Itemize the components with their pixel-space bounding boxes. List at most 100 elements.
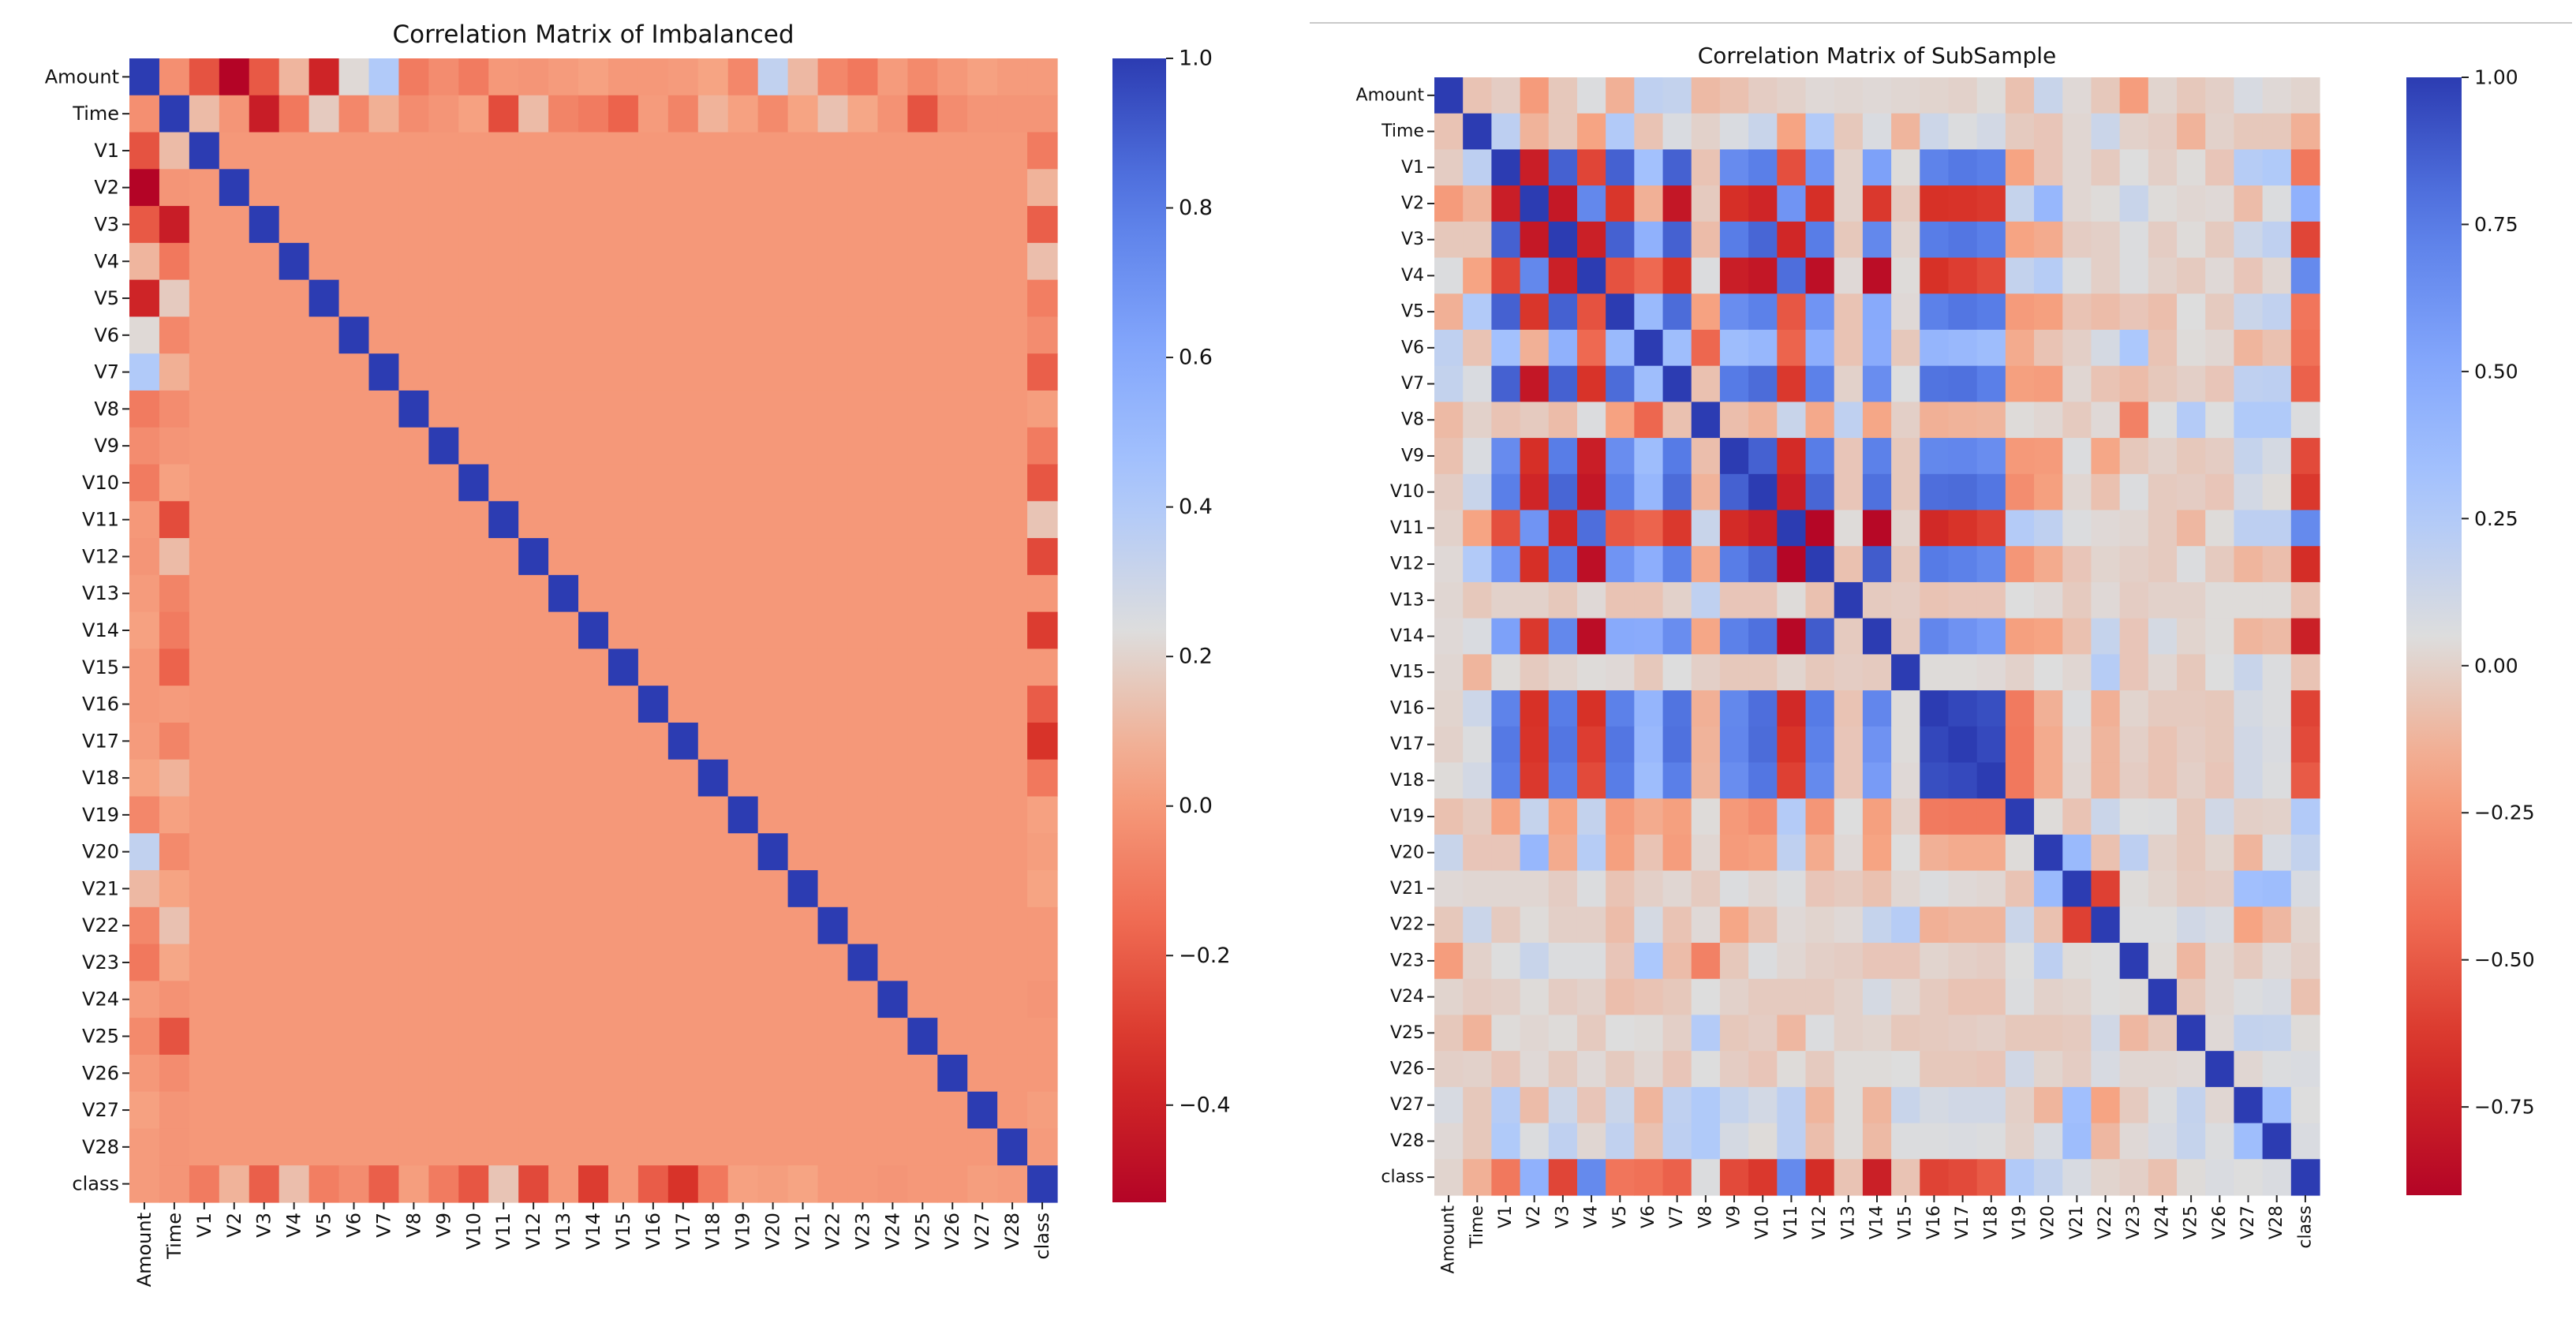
heatmap-cell [189,611,220,649]
heatmap-cell [967,1165,998,1203]
heatmap-cell [667,1128,699,1166]
x-tick-label: V11 [492,1213,514,1250]
heatmap-cell [249,279,280,318]
heatmap-cell [2119,618,2149,655]
heatmap-cell [2234,798,2264,835]
heatmap-cell [1463,257,1492,294]
heatmap-cell [1520,546,1550,583]
heatmap-cell [2091,402,2121,439]
heatmap-cell [1891,1051,1920,1088]
heatmap-cell [1548,870,1578,907]
x-tick-label: V18 [1981,1205,2001,1239]
heatmap-cell [2177,1123,2206,1160]
heatmap-cell [2062,1051,2092,1088]
heatmap-cell [578,316,609,354]
heatmap-cell [1548,762,1578,799]
heatmap-cell [1691,834,1721,872]
heatmap-cell [189,316,220,354]
heatmap-cell [967,58,998,96]
heatmap-cell [2034,798,2063,835]
heatmap-cell [1719,1086,1749,1124]
heatmap-cell [1976,329,2006,367]
heatmap-cell [608,58,639,96]
heatmap-cell [787,132,819,170]
heatmap-cell [1834,473,1864,511]
heatmap-cell [1634,618,1664,655]
heatmap-cell [129,316,160,354]
heatmap-cell [817,1054,849,1093]
heatmap-cell [877,132,908,170]
heatmap-cell [727,206,759,244]
heatmap-cell [2234,654,2264,691]
heatmap-cell [189,906,220,945]
heatmap-cell [1691,293,1721,331]
heatmap-cell [1834,221,1864,259]
heatmap-cell [219,464,250,502]
heatmap-cell [1834,978,1864,1016]
colorbar-tick-label: 1.0 [1179,47,1213,71]
heatmap-cell [817,169,849,207]
heatmap-cell [1434,978,1464,1016]
heatmap-cell [1719,510,1749,547]
heatmap-cell [967,169,998,207]
heatmap-cell [1434,473,1464,511]
heatmap-cell [907,1165,938,1203]
heatmap-cell [1634,654,1664,691]
heatmap-cell [458,796,489,834]
heatmap-cell [2290,1051,2320,1088]
heatmap-cell [877,906,908,945]
heatmap-cell [1948,1159,1978,1196]
heatmap-cell [159,538,190,576]
heatmap-cell [548,169,579,207]
heatmap-cell [967,427,998,465]
heatmap-cell [757,353,789,391]
y-tick-label: class [1381,1168,1424,1187]
heatmap-cell [817,1128,849,1166]
heatmap-cell [2005,978,2035,1016]
heatmap-cell [2234,365,2264,402]
heatmap-cell [608,132,639,170]
heatmap-cell [637,1091,669,1130]
heatmap-cell [518,906,549,945]
heatmap-cell [1777,1123,1807,1160]
heatmap-cell [219,538,250,576]
heatmap-cell [907,1128,938,1166]
heatmap-cell [1027,574,1058,613]
heatmap-cell [1805,1051,1835,1088]
heatmap-cell [398,316,429,354]
heatmap-cell [1606,1015,1635,1052]
heatmap-cell [279,944,310,981]
heatmap-cell [1576,943,1606,980]
heatmap-cell [2062,762,2092,799]
heatmap-cell [1862,473,1892,511]
heatmap-cell [368,316,400,354]
heatmap-cell [2262,1123,2292,1160]
heatmap-cell [847,648,878,686]
heatmap-cell [1719,293,1749,331]
heatmap-cell [697,1165,729,1203]
heatmap-cell [1634,978,1664,1016]
heatmap-cell [1948,1051,1978,1088]
heatmap-cell [2034,149,2063,186]
heatmap-cell [1463,329,1492,367]
heatmap-cell [2005,77,2035,114]
heatmap-cell [1434,798,1464,835]
x-tick-label: V28 [1001,1213,1023,1250]
heatmap-cell [907,279,938,318]
heatmap-cell [2091,221,2121,259]
heatmap-cell [2148,329,2178,367]
heatmap-cell [817,427,849,465]
heatmap-cell [279,611,310,649]
heatmap-cell [937,279,968,318]
heatmap-cell [1491,77,1521,114]
heatmap-cell [2119,762,2149,799]
heatmap-cell [338,1165,370,1203]
heatmap-cell [2177,77,2206,114]
x-tick-label: V2 [1524,1205,1544,1228]
x-tick-label: V8 [402,1213,424,1238]
x-tick-label: V3 [1553,1205,1572,1228]
heatmap-cell [2005,690,2035,727]
heatmap-cell [308,206,340,244]
colorbar-tick-label: −0.25 [2474,802,2535,824]
heatmap-cell [877,1165,908,1203]
